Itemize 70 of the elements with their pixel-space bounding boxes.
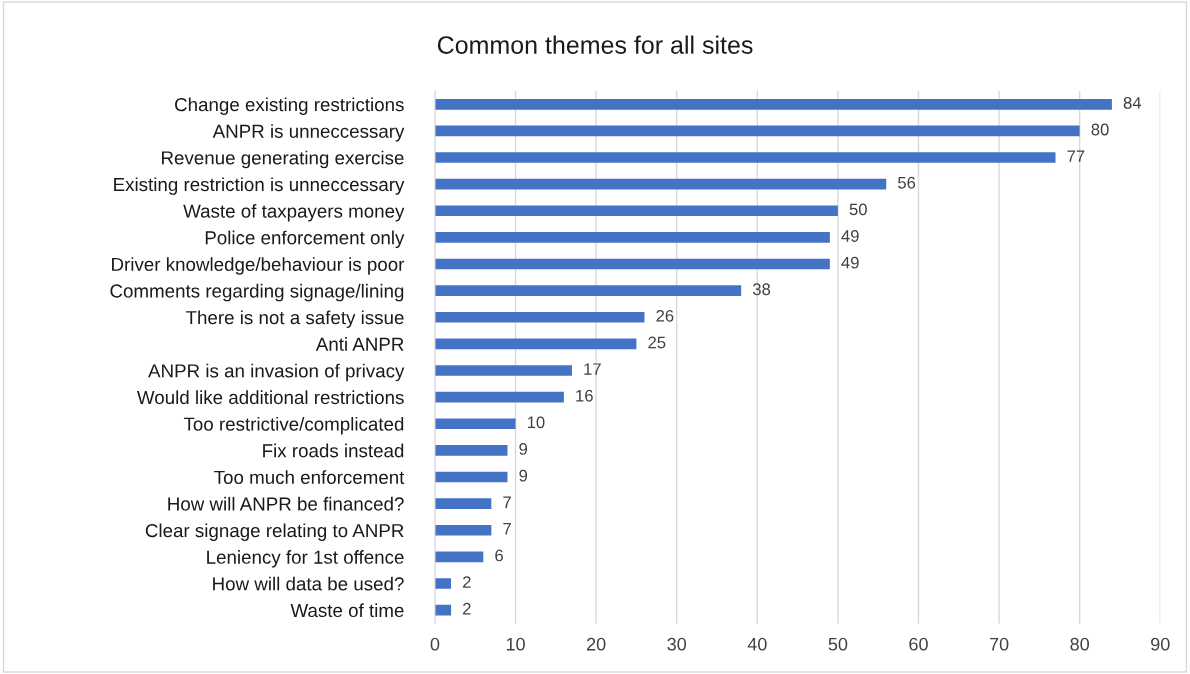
- y-tick-label: Revenue generating exercise: [162, 150, 404, 169]
- data-label: 7: [503, 523, 511, 535]
- bar: [434, 365, 572, 376]
- y-tick-label: Existing restriction is unneccessary: [114, 177, 405, 195]
- data-label: 84: [1123, 96, 1142, 109]
- x-tick-label: 90: [1151, 637, 1170, 651]
- bar: [434, 498, 492, 509]
- x-tick-label: 30: [667, 637, 687, 651]
- bar: [434, 524, 492, 536]
- y-tick-label: Police enforcement only: [205, 230, 405, 249]
- data-label: 56: [898, 176, 916, 189]
- y-tick-label: Anti ANPR: [315, 337, 404, 351]
- data-label: 49: [841, 256, 859, 269]
- y-tick-label: Would like additional restrictions: [136, 390, 404, 405]
- y-tick-label: Driver knowledge/behaviour is poor: [112, 257, 405, 275]
- bar: [434, 205, 838, 217]
- bar: [434, 338, 637, 350]
- data-label: 17: [584, 363, 601, 375]
- x-tick-label: 20: [586, 637, 606, 651]
- bar: [434, 471, 508, 483]
- bar: [434, 578, 452, 589]
- data-label: 10: [527, 416, 545, 429]
- x-tick-label: 0: [430, 637, 440, 651]
- chart-title: Common themes for all sites: [437, 35, 753, 54]
- data-label: 50: [849, 203, 867, 216]
- bar: [434, 445, 508, 456]
- data-label: 38: [752, 283, 771, 296]
- y-tick-label: ANPR is an invasion of privacy: [148, 363, 405, 382]
- data-label: 16: [576, 389, 593, 402]
- y-tick-label: Change existing restrictions: [175, 97, 404, 115]
- y-tick-label: How will data be used?: [213, 576, 404, 591]
- bar: [434, 152, 1056, 163]
- x-tick-label: 40: [747, 637, 767, 651]
- bar: [434, 285, 742, 296]
- y-tick-label: Waste of time: [290, 603, 404, 618]
- y-tick-label: Too much enforcement: [214, 470, 405, 484]
- data-label: 80: [1091, 123, 1109, 136]
- data-label: 25: [648, 336, 666, 349]
- bar: [434, 418, 516, 430]
- bar: [434, 232, 830, 243]
- bar: [434, 551, 484, 563]
- data-label: 49: [841, 230, 859, 242]
- x-tick-label: 70: [989, 637, 1009, 651]
- x-tick-label: 50: [828, 637, 848, 651]
- y-tick-label: How will ANPR be financed?: [168, 496, 404, 511]
- y-tick-label: Comments regarding signage/lining: [110, 283, 404, 302]
- y-tick-label: Fix roads instead: [263, 443, 404, 458]
- bar: [434, 98, 1112, 110]
- bar: [434, 311, 645, 323]
- data-label: 26: [656, 309, 674, 322]
- bar: [434, 125, 1080, 137]
- x-tick-label: 60: [909, 637, 928, 651]
- x-tick-label: 80: [1070, 637, 1089, 651]
- data-label: 2: [463, 576, 471, 588]
- data-label: 9: [519, 443, 528, 455]
- y-tick-label: Leniency for 1st offence: [207, 550, 404, 568]
- data-label: 6: [495, 549, 503, 562]
- bar: [434, 258, 830, 270]
- data-label: 9: [519, 469, 528, 482]
- bar: [434, 391, 564, 403]
- y-tick-label: Waste of taxpayers money: [183, 204, 405, 222]
- bar: [434, 178, 887, 190]
- y-tick-label: There is not a safety issue: [185, 310, 404, 328]
- data-label: 7: [503, 496, 511, 508]
- x-tick-label: 10: [506, 637, 525, 651]
- y-tick-label: Too restrictive/complicated: [183, 416, 404, 435]
- data-label: 77: [1067, 150, 1085, 162]
- y-tick-label: ANPR is unneccessary: [212, 124, 405, 142]
- data-label: 2: [463, 602, 471, 615]
- y-tick-label: Clear signage relating to ANPR: [145, 523, 404, 541]
